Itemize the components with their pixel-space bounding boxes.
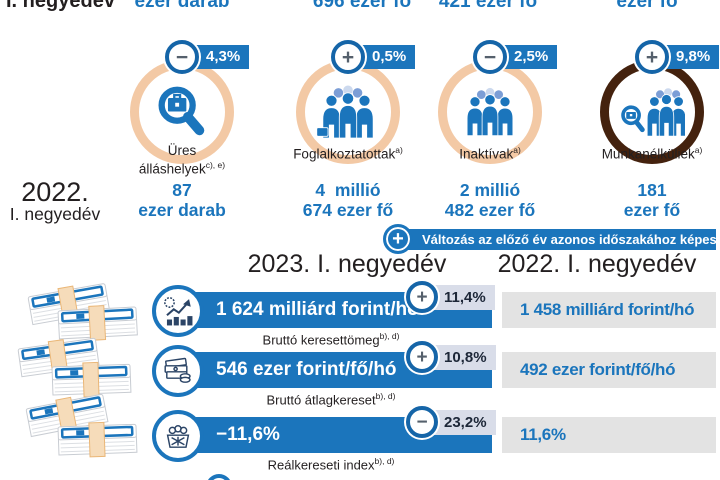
row-label: Reálkereseti indexb), d) (267, 456, 395, 473)
average-earnings-circle (152, 345, 204, 397)
legend-text: Változás az előző év azonos időszakához … (408, 229, 720, 250)
gross-wage-bill-2022-bar: 1 458 milliárd forint/hó (502, 292, 716, 328)
top-value-unemployed: ezer fő (616, 0, 678, 12)
plus-icon: + (331, 40, 365, 74)
indicator-unemployed: + 9,8% Munkané (572, 40, 720, 280)
change-value: 23,2% (434, 410, 496, 435)
basket-coins-icon (166, 425, 190, 448)
top-value-vacancies: ezer darab (134, 0, 230, 12)
people-group-icon (466, 87, 514, 137)
indicator-label: Üres álláshelyekc), e) (138, 143, 226, 177)
change-value: 11,4% (434, 285, 495, 310)
indicator-vacancies: − 4,3% Üres álláshelyekc), e) 87 ezer dar… (102, 40, 262, 280)
period-2022-label: 2022. I. negyedév (9, 177, 101, 224)
real-earnings-index-2023-bar: −11,6% (170, 417, 492, 453)
top-value-inactive: 421 ezer fő (438, 0, 538, 12)
value-2022: 4 millió 674 ezer fő (302, 180, 394, 220)
change-value: 10,8% (434, 345, 496, 370)
real-earnings-circle (152, 410, 204, 462)
indicator-inactive: − 2,5% Inaktívaka) 2 millió 482 ezer fő (410, 40, 570, 280)
minus-icon: − (473, 40, 507, 74)
real-earnings-index-2022-bar: 11,6% (502, 417, 716, 453)
plus-icon: + (635, 40, 669, 74)
indicator-label: Munkanélkülieka) (601, 145, 703, 162)
banknotes-coins-icon (164, 357, 191, 383)
minus-icon: − (406, 406, 438, 438)
vacancies-ring (130, 60, 234, 164)
people-group-icon (316, 85, 374, 139)
plus-icon: + (406, 341, 438, 373)
indicator-label: Foglalkoztatottaka) (293, 145, 403, 162)
change-value: 4,3% (194, 45, 250, 69)
row-label: Bruttó keresettömegb), d) (262, 331, 400, 348)
change-badge: + 9,8% (635, 40, 720, 74)
change-badge: − 4,3% (165, 40, 250, 74)
change-value: 2,5% (502, 45, 558, 69)
header-2023-q1: 2023. I. negyedév (247, 250, 447, 278)
bottom-legend-peek-icon (206, 474, 232, 480)
change-badge: + 0,5% (331, 40, 416, 74)
inactive-ring (438, 60, 542, 164)
top-value-employed: 696 ezer fő (312, 0, 412, 12)
unemployed-ring (600, 60, 704, 164)
gross-average-earnings-2022-bar: 492 ezer forint/fő/hó (502, 352, 716, 388)
plus-minus-legend-icon: + (383, 224, 413, 254)
chart-growth-icon (164, 297, 193, 326)
banknote-stacks-illustration (16, 283, 139, 460)
change-value: 9,8% (664, 45, 720, 69)
top-period-label: I. negyedév (6, 0, 115, 12)
minus-icon: − (165, 40, 199, 74)
magnifier-briefcase-icon (158, 86, 205, 136)
value-2022: 181 ezer fő (623, 180, 681, 220)
change-value: 0,5% (360, 45, 416, 69)
row-label: Bruttó átlagkeresetb), d) (266, 391, 396, 408)
header-2022-q1: 2022. I. negyedév (497, 250, 697, 278)
change-badge: − 2,5% (473, 40, 558, 74)
value-2022: 2 millió 482 ezer fő (444, 180, 536, 220)
indicator-label: Inaktívaka) (459, 145, 521, 162)
wage-bill-circle (152, 285, 204, 337)
value-2022: 87 ezer darab (138, 180, 226, 220)
indicator-employed: + 0,5% Foglalkoztatottaka) 4 milli (268, 40, 428, 280)
plus-icon: + (406, 281, 438, 313)
people-search-icon (621, 88, 685, 137)
